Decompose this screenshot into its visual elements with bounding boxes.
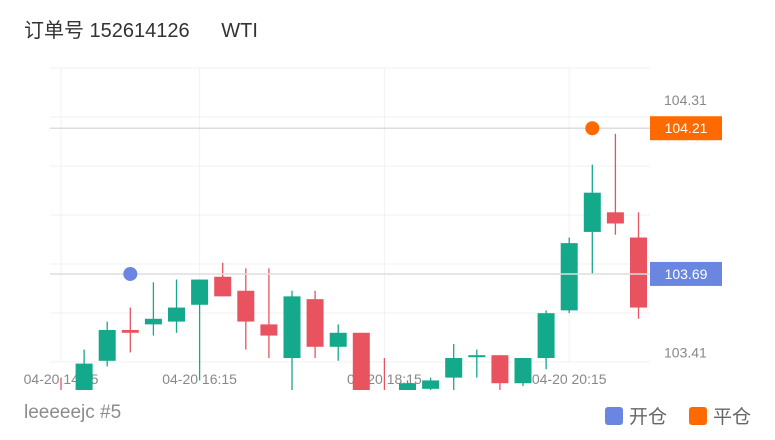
open-price-label: 103.69: [665, 266, 708, 282]
candle-body: [121, 329, 139, 333]
candle-body: [514, 358, 532, 384]
legend-close-label: 平仓: [712, 407, 751, 428]
order-number: 订单号 152614126: [24, 20, 190, 42]
candle-body: [75, 363, 93, 390]
open-price-badge: [650, 261, 722, 286]
candle-body: [560, 243, 578, 311]
candle-body: [445, 358, 463, 378]
username-label: leeeeejc #5: [24, 402, 122, 423]
candle-body: [537, 313, 555, 359]
legend: 开仓 平仓: [604, 402, 751, 429]
candle-body: [283, 296, 301, 359]
candle-body: [399, 383, 416, 390]
open-swatch: [604, 406, 623, 425]
candle-body: [329, 332, 347, 347]
candle-body: [606, 212, 624, 224]
symbol-label: WTI: [221, 20, 258, 42]
candle-body: [583, 192, 601, 232]
chart-header: 订单号 152614126 WTI: [24, 14, 284, 43]
candle-body: [168, 307, 185, 322]
candle-body: [352, 332, 370, 390]
y-tick-label: 103.41: [664, 344, 707, 360]
candle-body: [98, 329, 116, 361]
open-marker-dot: [123, 266, 138, 281]
candle-body: [422, 380, 440, 389]
candle-body: [260, 324, 278, 336]
candle-body: [630, 237, 647, 308]
candle-body: [306, 299, 324, 347]
close-price-label: 104.21: [665, 120, 708, 136]
legend-open-label: 开仓: [628, 407, 667, 428]
candle-body: [144, 318, 162, 325]
candle-body: [214, 276, 232, 297]
y-tick-label: 104.31: [664, 92, 707, 108]
legend-close: 平仓: [688, 402, 751, 429]
close-price-badge: [650, 116, 722, 141]
x-tick-label: 04-20 20:15: [532, 371, 607, 387]
candle-body: [491, 355, 509, 384]
candle-body: [468, 355, 486, 358]
legend-open: 开仓: [604, 402, 667, 429]
close-marker-dot: [585, 121, 600, 136]
close-swatch: [688, 406, 707, 425]
candle-body: [191, 279, 209, 305]
candle-body: [237, 290, 255, 322]
